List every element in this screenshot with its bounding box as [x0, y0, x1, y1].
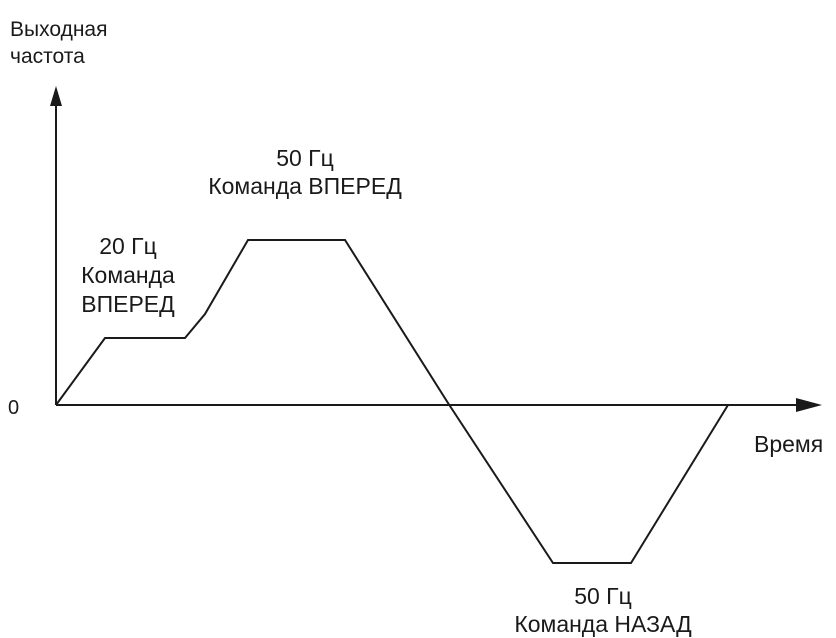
reverse-50hz-frequency: 50 Гц — [574, 583, 632, 609]
forward-20hz-direction: ВПЕРЕД — [81, 291, 175, 317]
forward-50hz-frequency: 50 Гц — [276, 145, 334, 171]
frequency-profile-line — [55, 239, 729, 564]
x-axis-arrow — [796, 398, 822, 412]
y-axis-label-line-2: частота — [10, 45, 85, 68]
y-axis-arrow — [50, 86, 62, 106]
forward-50hz-command: Команда ВПЕРЕД — [208, 173, 402, 199]
forward-20hz-label: 20 Гц Команда ВПЕРЕД — [66, 232, 190, 319]
zero-label: 0 — [8, 397, 20, 419]
forward-20hz-command: Команда — [81, 262, 175, 288]
forward-20hz-frequency: 20 Гц — [99, 233, 157, 259]
x-axis-label: Время — [754, 431, 824, 457]
y-axis-label-line-1: Выходная — [10, 18, 108, 41]
reverse-50hz-label: 50 Гц Команда НАЗАД — [478, 582, 728, 638]
y-axis-label: Выходная частота — [10, 16, 107, 70]
reverse-50hz-command: Команда НАЗАД — [514, 611, 692, 637]
forward-50hz-label: 50 Гц Команда ВПЕРЕД — [180, 144, 430, 200]
